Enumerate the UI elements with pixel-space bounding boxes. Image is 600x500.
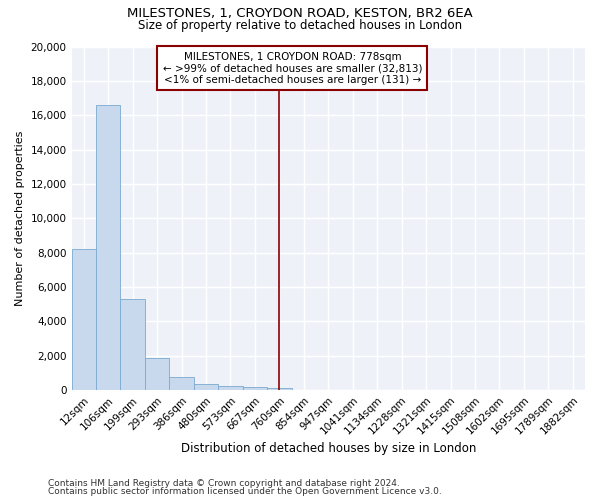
Bar: [96, 105, 121, 390]
Text: Size of property relative to detached houses in London: Size of property relative to detached ho…: [138, 18, 462, 32]
Text: MILESTONES, 1 CROYDON ROAD: 778sqm
← >99% of detached houses are smaller (32,813: MILESTONES, 1 CROYDON ROAD: 778sqm ← >99…: [163, 52, 422, 85]
Y-axis label: Number of detached properties: Number of detached properties: [15, 130, 25, 306]
Bar: [242, 387, 267, 390]
Text: Contains public sector information licensed under the Open Government Licence v3: Contains public sector information licen…: [48, 487, 442, 496]
Bar: [169, 377, 194, 390]
Bar: [121, 299, 145, 390]
X-axis label: Distribution of detached houses by size in London: Distribution of detached houses by size …: [181, 442, 476, 455]
Bar: [194, 384, 218, 390]
Bar: [145, 358, 169, 390]
Bar: [218, 386, 242, 390]
Bar: [71, 249, 96, 390]
Text: Contains HM Land Registry data © Crown copyright and database right 2024.: Contains HM Land Registry data © Crown c…: [48, 478, 400, 488]
Text: MILESTONES, 1, CROYDON ROAD, KESTON, BR2 6EA: MILESTONES, 1, CROYDON ROAD, KESTON, BR2…: [127, 8, 473, 20]
Bar: [267, 388, 292, 390]
